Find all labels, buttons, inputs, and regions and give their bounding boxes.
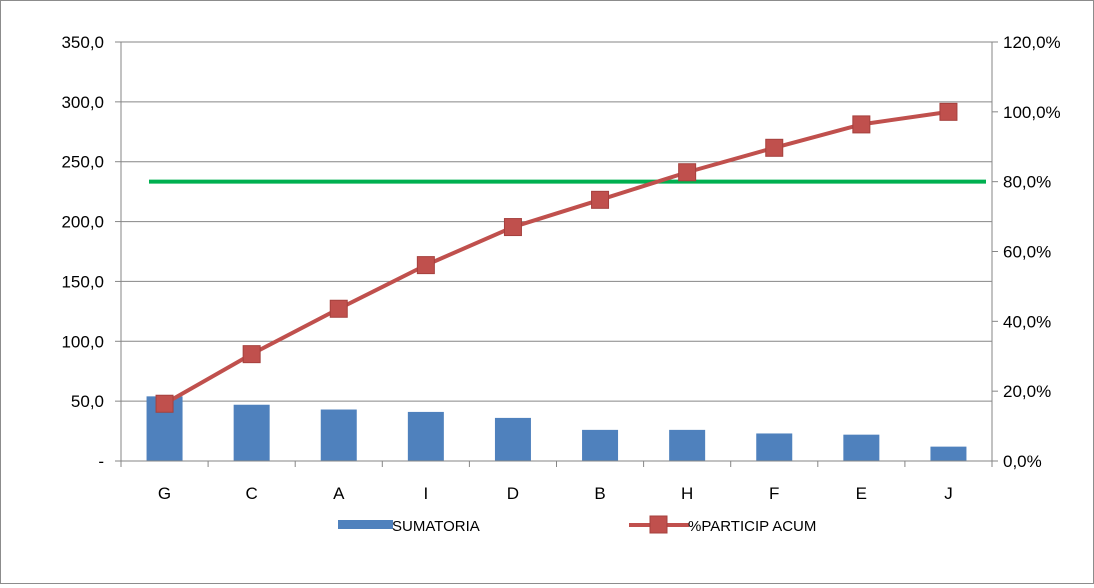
point-C xyxy=(242,345,261,364)
legend-label-particip-acum: %PARTICIP ACUM xyxy=(688,518,816,535)
left-axis-tick-labels: - 50,0 100,0 150,0 200,0 250,0 300,0 350,0 xyxy=(61,33,104,471)
point-G xyxy=(155,394,174,413)
bar-D xyxy=(494,417,531,461)
left-tick-label-7: 350,0 xyxy=(61,33,104,52)
axes xyxy=(115,41,998,467)
legend-label-sumatoria: SUMATORIA xyxy=(392,518,480,535)
line-series-particip-acum xyxy=(155,102,958,413)
left-tick-label-2: 100,0 xyxy=(61,332,104,351)
left-tick-label-1: 50,0 xyxy=(71,392,104,411)
bar-series-sumatoria xyxy=(146,396,967,461)
left-tick-label-4: 200,0 xyxy=(61,213,104,232)
point-D xyxy=(503,218,522,237)
x-tick-label-J: J xyxy=(944,484,953,503)
bar-F xyxy=(756,433,793,461)
point-F xyxy=(765,138,784,157)
point-I xyxy=(416,256,435,275)
x-tick-label-I: I xyxy=(423,484,428,503)
x-tick-label-A: A xyxy=(333,484,345,503)
left-tick-label-6: 300,0 xyxy=(61,93,104,112)
point-E xyxy=(852,115,871,134)
x-tick-label-G: G xyxy=(158,484,171,503)
left-tick-label-5: 250,0 xyxy=(61,153,104,172)
point-A xyxy=(329,299,348,318)
left-tick-label-0: - xyxy=(98,452,104,471)
gridlines xyxy=(121,41,992,402)
legend: SUMATORIA %PARTICIP ACUM xyxy=(338,515,816,535)
legend-marker-particip-acum xyxy=(649,515,668,534)
right-tick-label-2: 40,0% xyxy=(1003,312,1051,331)
right-axis-tick-labels: 0,0% 20,0% 40,0% 60,0% 80,0% 100,0% 120,0% xyxy=(1003,33,1061,471)
right-tick-label-5: 100,0% xyxy=(1003,103,1061,122)
right-tick-label-4: 80,0% xyxy=(1003,173,1051,192)
bar-J xyxy=(930,446,967,461)
x-tick-label-B: B xyxy=(594,484,605,503)
x-tick-label-E: E xyxy=(856,484,867,503)
x-tick-label-C: C xyxy=(246,484,258,503)
right-tick-label-3: 60,0% xyxy=(1003,243,1051,262)
bar-C xyxy=(233,404,270,461)
bar-I xyxy=(407,411,444,461)
x-tick-label-F: F xyxy=(769,484,779,503)
right-tick-label-1: 20,0% xyxy=(1003,382,1051,401)
series-line xyxy=(163,109,949,406)
point-H xyxy=(678,163,697,182)
bar-H xyxy=(669,429,706,461)
left-tick-label-3: 150,0 xyxy=(61,272,104,291)
legend-swatch-sumatoria xyxy=(338,520,393,529)
bar-A xyxy=(320,409,357,461)
bar-B xyxy=(582,429,619,461)
point-B xyxy=(591,190,610,209)
bar-E xyxy=(843,434,880,461)
x-tick-label-H: H xyxy=(681,484,693,503)
right-tick-label-6: 120,0% xyxy=(1003,33,1061,52)
point-J xyxy=(939,102,958,121)
x-tick-label-D: D xyxy=(507,484,519,503)
right-tick-label-0: 0,0% xyxy=(1003,452,1042,471)
